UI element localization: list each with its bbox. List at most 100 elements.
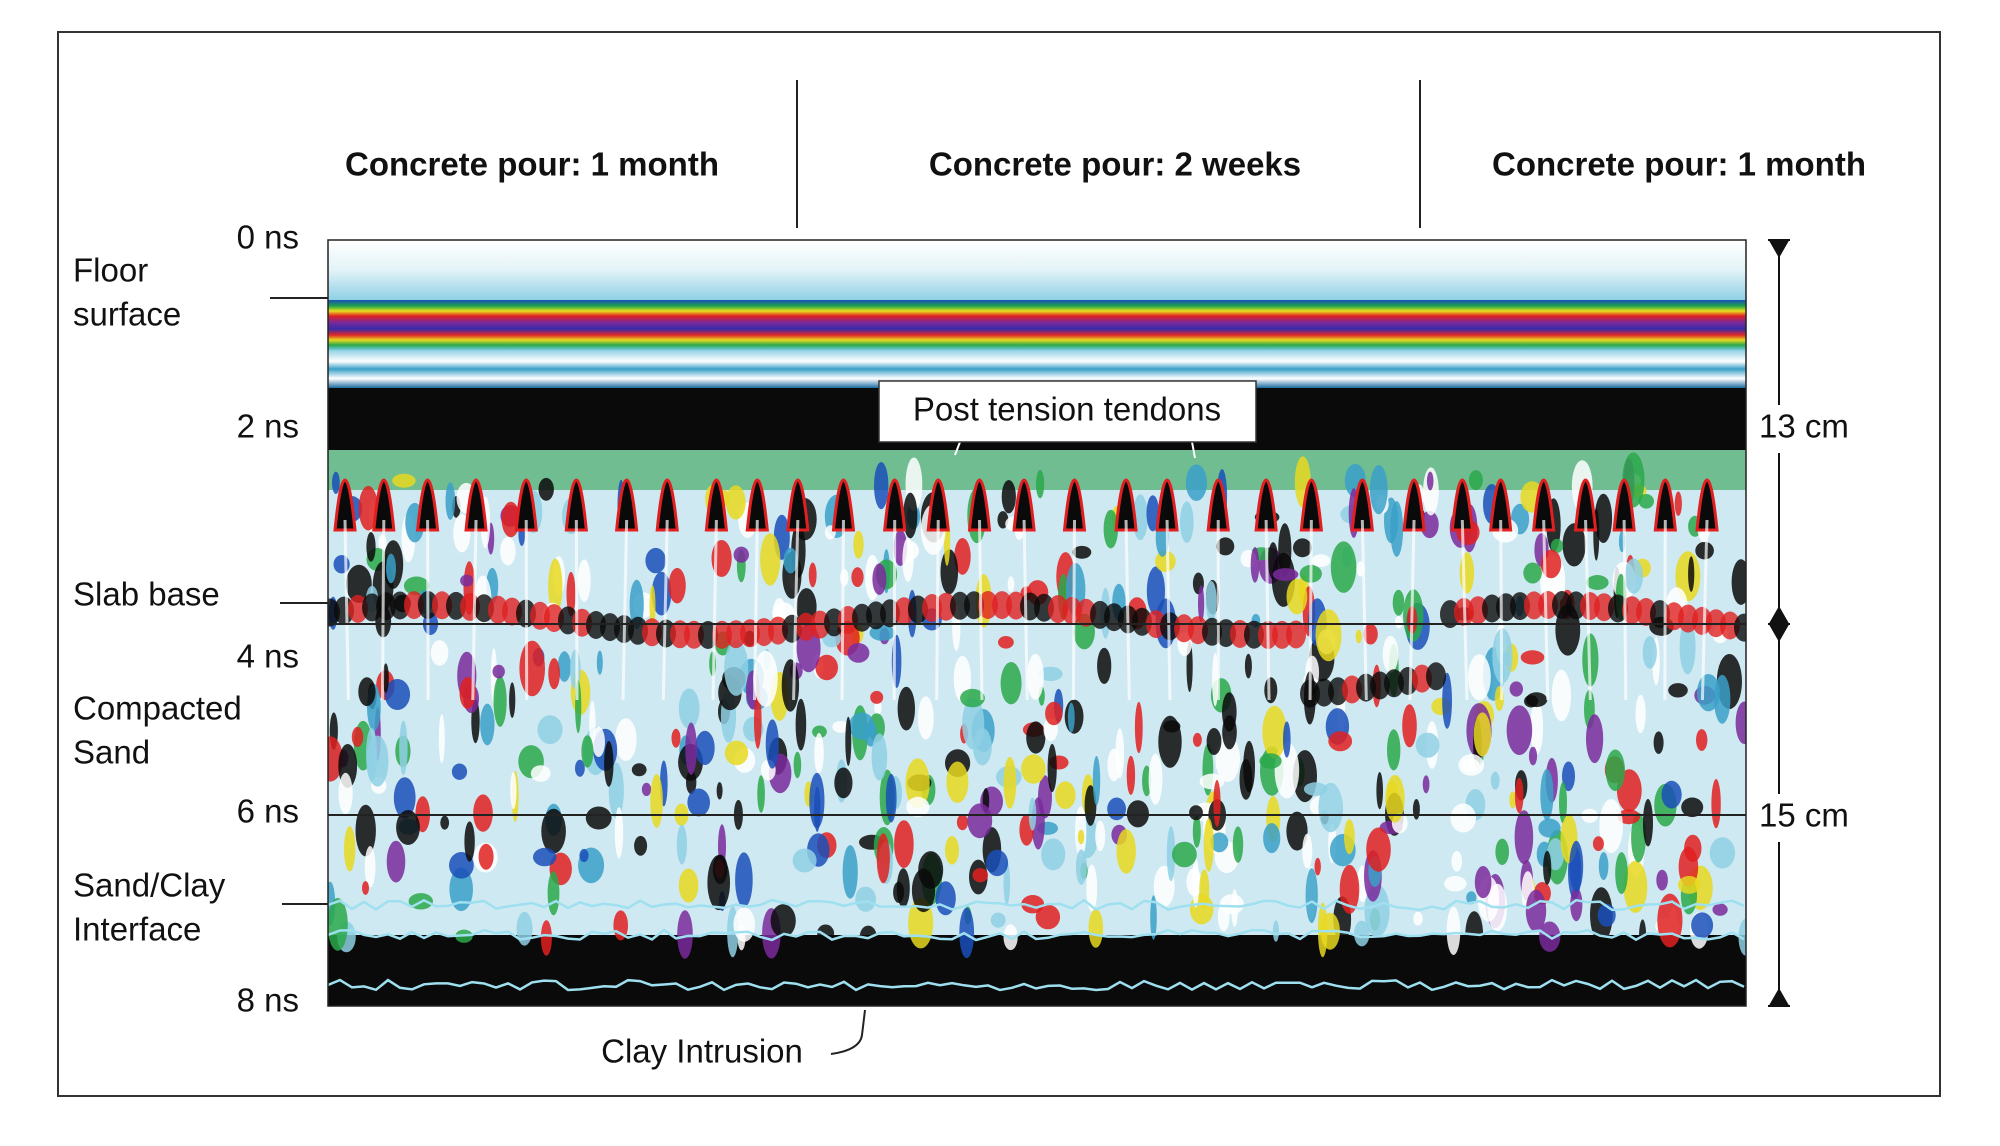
reflection xyxy=(1594,493,1613,543)
reflection xyxy=(1027,653,1044,701)
reflection xyxy=(1097,647,1112,685)
tendon xyxy=(372,478,396,532)
reflection xyxy=(1402,704,1417,748)
reflection xyxy=(1543,850,1552,885)
slab-reflection xyxy=(1552,591,1572,619)
tendon xyxy=(464,478,488,532)
reflection xyxy=(1709,837,1736,869)
slab-reflection xyxy=(712,620,732,649)
reflection xyxy=(1675,551,1701,602)
reflection xyxy=(1369,465,1388,515)
reflection xyxy=(1092,756,1101,806)
callout-pointer xyxy=(954,441,961,456)
reflection xyxy=(1035,904,1061,930)
reflection xyxy=(1026,721,1046,754)
interface-trace xyxy=(328,978,1745,992)
reflection xyxy=(1415,732,1440,758)
reflection xyxy=(1293,538,1312,558)
reflection xyxy=(1387,729,1401,771)
reflection xyxy=(1695,541,1714,560)
reflection xyxy=(346,564,372,604)
reflection xyxy=(1546,838,1565,871)
reflection xyxy=(851,567,864,587)
tendon xyxy=(1695,478,1719,532)
layer-label: Compacted xyxy=(73,690,242,727)
tendon-trace xyxy=(1071,519,1077,701)
reflection xyxy=(364,846,376,888)
reflection xyxy=(716,782,723,800)
reflection xyxy=(548,558,563,614)
reflection xyxy=(1075,849,1087,885)
reflection xyxy=(990,912,1006,928)
reflection xyxy=(972,868,988,883)
reflection xyxy=(1394,616,1403,629)
reflection xyxy=(614,807,624,859)
reflection xyxy=(1003,861,1011,905)
reflection xyxy=(1088,908,1104,948)
tendon-trace xyxy=(343,519,350,701)
slab-reflection xyxy=(1426,662,1446,691)
tendon-trace xyxy=(1022,519,1029,701)
tendon xyxy=(967,478,992,532)
section-header: Concrete pour: 1 month xyxy=(345,146,719,183)
tendon xyxy=(786,478,810,532)
reflection xyxy=(386,553,396,584)
reflection xyxy=(615,718,637,761)
reflection xyxy=(1262,705,1287,759)
reflection xyxy=(1283,721,1291,758)
reflection xyxy=(650,774,663,828)
reflection xyxy=(1217,902,1230,932)
reflection xyxy=(1551,669,1572,722)
label-backdrop xyxy=(1752,794,1852,842)
reflection xyxy=(338,772,353,815)
reflection xyxy=(1259,753,1282,769)
reflection xyxy=(1148,753,1163,805)
reflection xyxy=(1392,589,1405,616)
reflection xyxy=(1509,791,1517,809)
reflection xyxy=(1185,464,1207,502)
reflection xyxy=(1363,623,1378,645)
slab-reflection xyxy=(432,591,452,620)
reflection xyxy=(451,763,468,780)
reflection xyxy=(815,654,838,681)
tendon-trace xyxy=(711,519,718,701)
reflection xyxy=(687,788,710,817)
reflection xyxy=(1199,869,1210,910)
slab-reflection xyxy=(390,591,410,620)
reflection xyxy=(793,751,802,779)
reflection xyxy=(464,821,475,862)
reflection xyxy=(547,871,560,916)
reflection xyxy=(396,810,420,845)
reflection xyxy=(1272,568,1299,581)
reflection xyxy=(1615,852,1628,895)
reflection xyxy=(724,740,749,766)
reflection xyxy=(1382,635,1399,673)
reflection xyxy=(832,720,850,733)
reflection xyxy=(557,651,572,682)
reflection xyxy=(328,898,348,951)
reflection xyxy=(1540,769,1554,821)
reflection xyxy=(604,741,614,787)
reflection xyxy=(754,693,762,749)
reflection xyxy=(760,533,781,586)
tendon xyxy=(1653,478,1677,532)
reflection xyxy=(1490,771,1500,790)
reflection xyxy=(1239,759,1253,800)
reflection xyxy=(735,852,753,908)
reflection xyxy=(1344,819,1355,855)
reflection xyxy=(1213,779,1221,827)
tendon xyxy=(831,478,856,532)
reflection xyxy=(1514,777,1524,814)
interface-trace xyxy=(328,928,1745,942)
tendon-trace xyxy=(380,519,386,701)
reflection xyxy=(1523,562,1542,584)
reflection xyxy=(1205,581,1217,622)
reflection xyxy=(577,559,591,602)
reflection xyxy=(579,848,589,863)
reflection xyxy=(1274,742,1300,799)
reflection xyxy=(1103,509,1119,549)
tendon-trace xyxy=(753,519,759,701)
arrowhead xyxy=(1769,605,1789,623)
slab-reflection xyxy=(1538,591,1558,619)
tendon-trace xyxy=(792,519,800,701)
